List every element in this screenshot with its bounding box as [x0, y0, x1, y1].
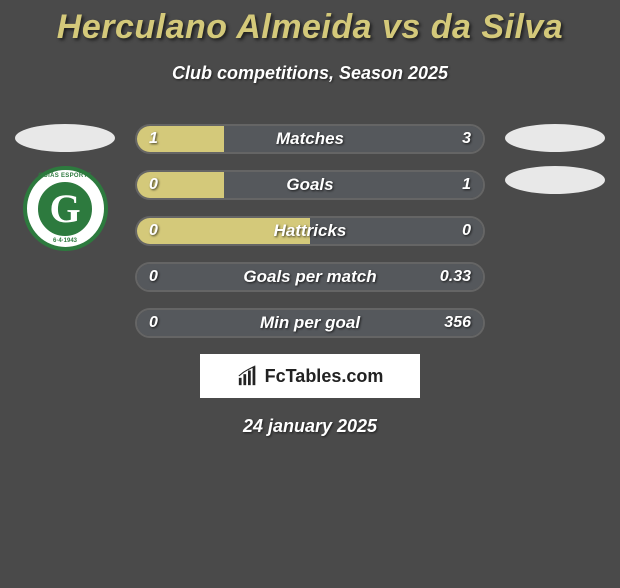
badge-letter: G: [49, 185, 80, 232]
stat-bar-row: 13Matches: [135, 124, 485, 154]
subtitle: Club competitions, Season 2025: [0, 63, 620, 84]
bar-label: Goals per match: [137, 264, 483, 290]
stat-bars: 13Matches 01Goals 00Hattricks 00.33Goals pe…: [135, 124, 485, 338]
page-title: Herculano Almeida vs da Silva: [0, 8, 620, 47]
stat-bar-row: 01Goals: [135, 170, 485, 200]
right-player-placeholder-2: [505, 166, 605, 194]
bar-label: Min per goal: [137, 310, 483, 336]
badge-top-text: GOIÁS ESPORTE: [27, 173, 104, 179]
brand-text: FcTables.com: [265, 366, 384, 387]
stat-bar-row: 0356Min per goal: [135, 308, 485, 338]
badge-inner: G: [34, 178, 96, 240]
left-player-placeholder: [15, 124, 115, 152]
stat-bar-row: 00Hattricks: [135, 216, 485, 246]
date-line: 24 january 2025: [0, 416, 620, 437]
right-player-column: [500, 124, 610, 208]
comparison-panel: GOIÁS ESPORTE G 6·4·1943 13Matches 01Goal…: [0, 124, 620, 338]
brand-box[interactable]: FcTables.com: [200, 354, 420, 398]
bar-label: Goals: [137, 172, 483, 198]
right-player-placeholder-1: [505, 124, 605, 152]
left-club-badge: GOIÁS ESPORTE G 6·4·1943: [23, 166, 108, 251]
badge-bottom-text: 6·4·1943: [27, 238, 104, 244]
bar-chart-icon: [237, 365, 259, 387]
bar-label: Hattricks: [137, 218, 483, 244]
stat-bar-row: 00.33Goals per match: [135, 262, 485, 292]
left-player-column: GOIÁS ESPORTE G 6·4·1943: [10, 124, 120, 251]
bar-label: Matches: [137, 126, 483, 152]
